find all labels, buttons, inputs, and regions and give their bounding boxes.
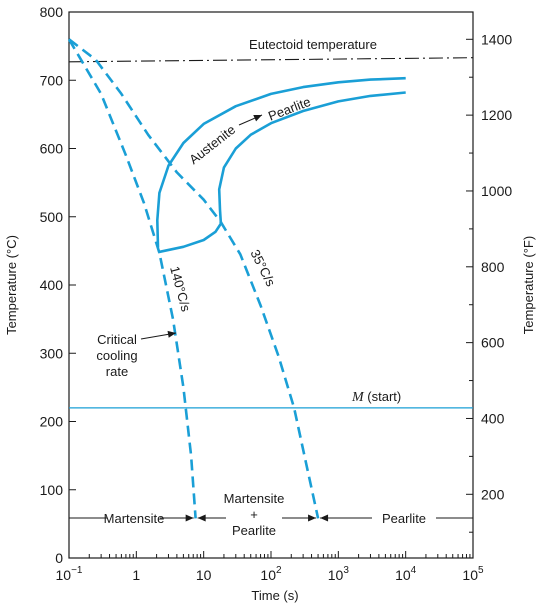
x-tick-base: 10 [56,567,72,583]
y-tick-label: 700 [40,72,64,88]
x-tick-base: 10 [196,567,212,583]
critical-cooling-rate-line [67,38,197,519]
x-tick-base: 10 [260,567,276,583]
x-tick-label: 1 [132,567,140,583]
eutectoid-line [68,57,474,63]
x-tick-base: 10 [328,567,344,583]
x-tick-exponent: 3 [343,565,349,576]
axis-ticks: 10−1 1 10 102 103 104 105010020030040050060070… [40,4,513,583]
y2-tick-label: 800 [481,259,505,275]
y-tick-label: 500 [40,209,64,225]
mixed-arrow-right-head [308,514,317,522]
pearlite-arrow-left [320,514,372,522]
austenite-pearlite-arrow [238,114,263,126]
y-tick-label: 100 [40,482,64,498]
y-tick-label: 300 [40,345,64,361]
y-tick-label: 400 [40,277,64,293]
martensite-arrow-right [160,514,194,522]
m-start-suffix: (start) [364,389,402,404]
y2-tick-label: 200 [481,486,505,502]
austenite-pearlite-arrow-head [253,114,262,122]
mixed-region-label-2: + [250,507,258,522]
x-tick-exponent: 2 [276,565,282,576]
transformation-finish-line [217,91,406,224]
y-axis-title-left: Temperature (°C) [4,235,19,335]
martensite-arrow-right-head [185,514,194,522]
x-tick-base: 10 [462,567,478,583]
y-tick-label: 600 [40,141,64,157]
y-tick-label: 200 [40,414,64,430]
x-tick-label: 103 [328,565,350,583]
annotation-arrows [69,114,473,522]
martensite-region-label: Martensite [104,511,165,526]
critical-rate-arrow [140,330,177,340]
x-tick-label: 10 [196,567,212,583]
y2-tick-label: 1000 [481,183,512,199]
mixed-arrow-left-head [197,514,206,522]
x-tick-label: 104 [395,565,417,583]
x-tick-exponent: −1 [71,565,83,576]
mixed-region-label-3: Pearlite [232,523,276,538]
transformation-start-line [156,76,406,248]
x-tick-exponent: 5 [478,565,484,576]
austenite-label: Austenite [186,122,238,167]
pearlite-arrow-left-head [320,514,329,522]
x-axis-title: Time (s) [251,588,298,603]
critical-rate-arrow-head [167,330,176,338]
x-tick-base: 10 [395,567,411,583]
m-start-symbol: M [351,390,365,405]
x-tick-exponent: 4 [411,565,417,576]
x-tick-label: 102 [260,565,282,583]
x-tick-label: 10−1 [56,565,83,583]
y-tick-label: 0 [55,550,63,566]
curve-layer [67,38,474,519]
x-tick-base: 1 [132,567,140,583]
y2-tick-label: 600 [481,335,505,351]
x-tick-label: 105 [462,565,484,583]
pearlite-region-label: Pearlite [382,511,426,526]
eutectoid-label: Eutectoid temperature [249,37,377,52]
y2-tick-label: 1200 [481,107,512,123]
rate-140-label: 140°C/s [167,264,194,313]
m-start-label: M (start) [351,389,401,405]
mixed-arrow-right [282,514,317,522]
y-axis-title-right: Temperature (°F) [521,236,536,334]
partial-boundary-line [157,222,222,254]
mixed-arrow-left [197,514,226,522]
mixed-region-label-1: Martensite [224,491,285,506]
y2-tick-label: 400 [481,410,505,426]
critical-rate-line3: rate [106,364,128,379]
critical-rate-line1: Critical [97,332,137,347]
critical-rate-line2: cooling [96,348,137,363]
y-tick-label: 800 [40,4,64,20]
pearlite-curve-label: Pearlite [266,94,313,124]
y2-tick-label: 1400 [481,31,512,47]
cooling-35-line [68,38,320,519]
